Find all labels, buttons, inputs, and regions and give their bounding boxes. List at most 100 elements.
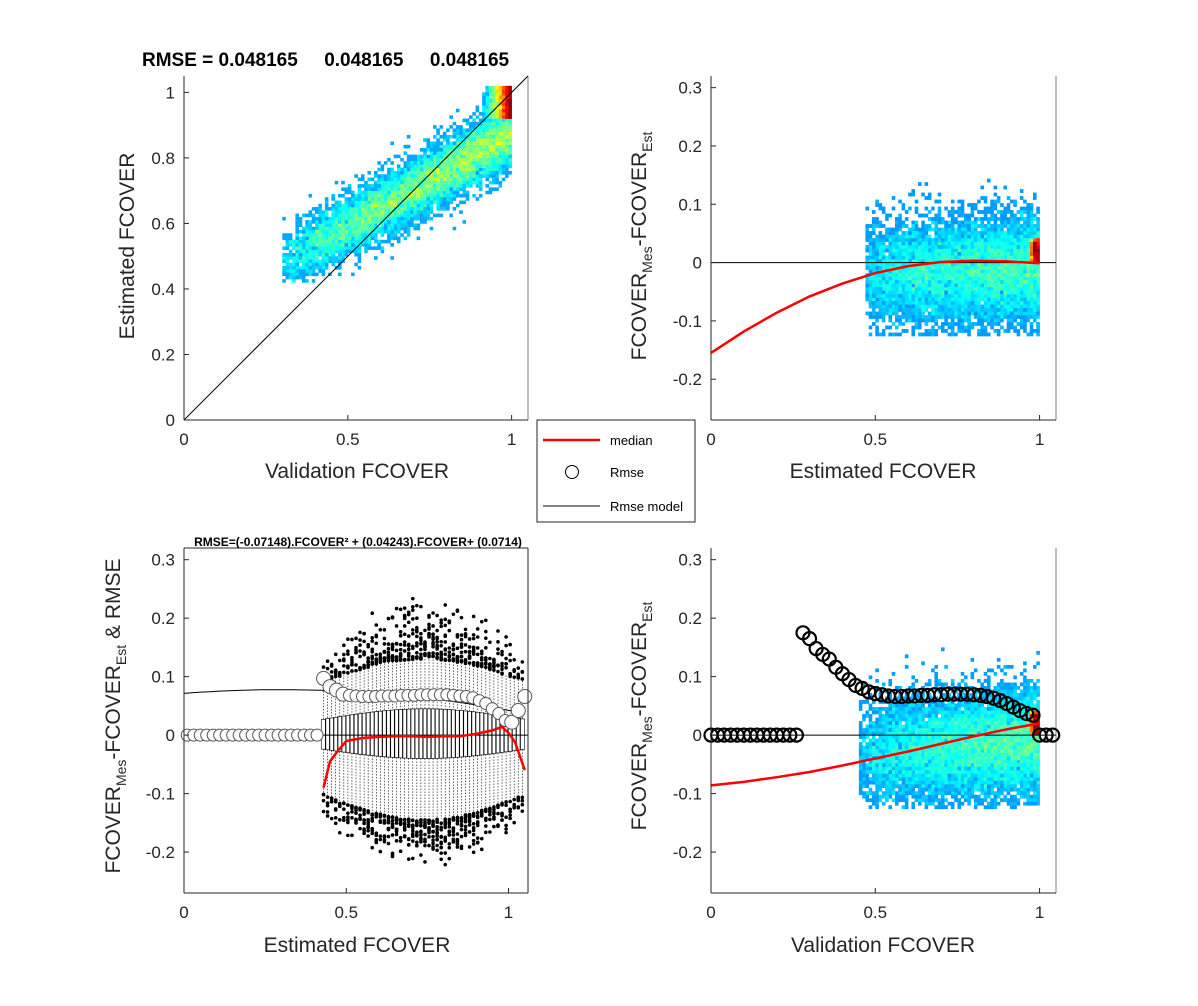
top-right-density-cell: [1019, 224, 1024, 228]
bottom-left-outlier: [337, 818, 342, 822]
bottom-right-density-cell: [993, 745, 998, 750]
top-left-density-cell: [390, 216, 394, 221]
top-right-density-cell: [944, 234, 948, 239]
top-left-density-cell: [505, 138, 509, 142]
top-right-density-cell: [944, 255, 948, 260]
top-left-density-cell: [439, 167, 444, 172]
top-left-density-cell: [341, 236, 345, 241]
bottom-left-outlier: [467, 650, 472, 655]
top-right-density-cell: [888, 248, 893, 253]
bottom-right-density-cell: [872, 738, 876, 743]
top-right-density-cell: [865, 231, 870, 235]
bottom-right-density-cell: [987, 745, 991, 750]
top-right-density-cell: [1000, 308, 1004, 312]
bottom-right-density-cell: [1023, 738, 1027, 743]
top-left-density-cell: [410, 164, 414, 169]
top-left-density-cell: [485, 108, 489, 113]
top-left-density-cell: [488, 190, 493, 195]
bottom-left-outlier: [325, 666, 330, 671]
bottom-left-outlier: [471, 821, 476, 826]
top-right-density-cell: [947, 245, 952, 249]
top-left-density-cell: [301, 269, 306, 273]
top-right-density-cell: [934, 224, 939, 228]
top-left-density-cell: [393, 200, 398, 205]
top-right-density-cell: [987, 304, 991, 309]
top-right-density-cell: [924, 259, 929, 263]
top-left-density-cell: [446, 148, 450, 152]
top-right-density-cell: [918, 182, 922, 186]
top-right-density-cell: [904, 262, 909, 267]
top-right-density-cell: [1026, 224, 1031, 228]
top-right-density-cell: [921, 304, 925, 309]
bottom-right-density-cell: [973, 756, 978, 760]
top-right-density-cell: [1019, 297, 1024, 302]
bottom-right-density-cell: [1016, 721, 1021, 725]
top-left-density-cell: [344, 213, 349, 218]
top-right-density-cell: [1019, 241, 1024, 246]
bottom-right-density-cell: [1013, 735, 1017, 739]
top-left-density-cell: [449, 190, 453, 195]
top-right-density-cell: [921, 245, 925, 249]
top-left-density-cell: [416, 187, 421, 191]
top-right-density-cell: [918, 227, 922, 232]
top-right-density-cell: [891, 287, 896, 291]
top-left-density-cell: [393, 236, 398, 241]
top-right-density-cell: [970, 203, 975, 207]
top-right-density-cell: [950, 276, 955, 281]
bottom-right-density-cell: [924, 749, 929, 753]
bottom-left-outlier: [443, 617, 448, 622]
bottom-left-outlier: [496, 823, 500, 827]
top-right-density-cell: [967, 217, 971, 221]
bottom-right-density-cell: [868, 791, 873, 796]
top-left-density-cell: [318, 203, 322, 208]
top-right-density-cell: [911, 297, 916, 302]
top-left-density-cell: [380, 190, 385, 195]
top-right-density-cell: [937, 294, 942, 298]
top-left-density-cell: [370, 190, 375, 195]
top-right-density-cell: [973, 262, 978, 267]
top-right-density-cell: [908, 255, 912, 260]
top-right-density-cell: [901, 283, 906, 288]
top-left-density-cell: [491, 112, 496, 116]
top-right-density-cell: [904, 245, 909, 249]
top-right-density-cell: [944, 315, 948, 319]
top-right-density-cell: [1006, 315, 1011, 319]
top-left-density-cell: [423, 207, 427, 211]
bottom-left-outlier: [475, 841, 480, 845]
top-left-density-cell: [337, 193, 342, 198]
top-right-density-cell: [993, 301, 998, 305]
top-right-density-cell: [970, 241, 975, 246]
bottom-right-density-cell: [996, 766, 1001, 771]
top-right-density-cell: [980, 252, 985, 256]
top-left-density-cell: [374, 239, 378, 244]
top-right-density-cell: [964, 252, 968, 256]
top-left-density-cell: [488, 157, 493, 162]
top-left-density-cell: [482, 98, 486, 103]
bottom-right-density-cell: [1026, 798, 1031, 803]
top-left-density-cell: [390, 161, 394, 165]
top-left-density-cell: [459, 134, 463, 139]
top-left-density-cell: [446, 164, 450, 169]
top-left-density-cell: [482, 174, 486, 178]
top-right-density-cell: [898, 318, 902, 323]
top-right-density-cell: [970, 287, 975, 291]
top-right-density-cell: [1016, 297, 1021, 302]
top-right-density-cell: [964, 325, 968, 330]
top-right-density-cell: [937, 192, 942, 197]
bottom-left-outlier: [427, 622, 431, 627]
top-right-density-cell: [901, 315, 906, 319]
top-left-density-cell: [436, 184, 440, 188]
top-left-density-cell: [351, 197, 355, 201]
bottom-right-density-cell: [1013, 773, 1017, 778]
top-left-density-cell: [488, 164, 493, 169]
bottom-right-density-cell: [1010, 763, 1014, 767]
bottom-left-outlier: [496, 669, 500, 674]
bottom-left-outlier: [471, 813, 476, 817]
top-left-density-cell: [351, 210, 355, 214]
top-left-density-cell: [498, 118, 503, 123]
top-left-density-cell: [318, 233, 322, 237]
top-left-density-cell: [475, 121, 480, 126]
top-right-density-cell: [944, 248, 948, 253]
top-left-density-cell: [321, 233, 326, 237]
top-left-density-cell: [436, 174, 440, 178]
